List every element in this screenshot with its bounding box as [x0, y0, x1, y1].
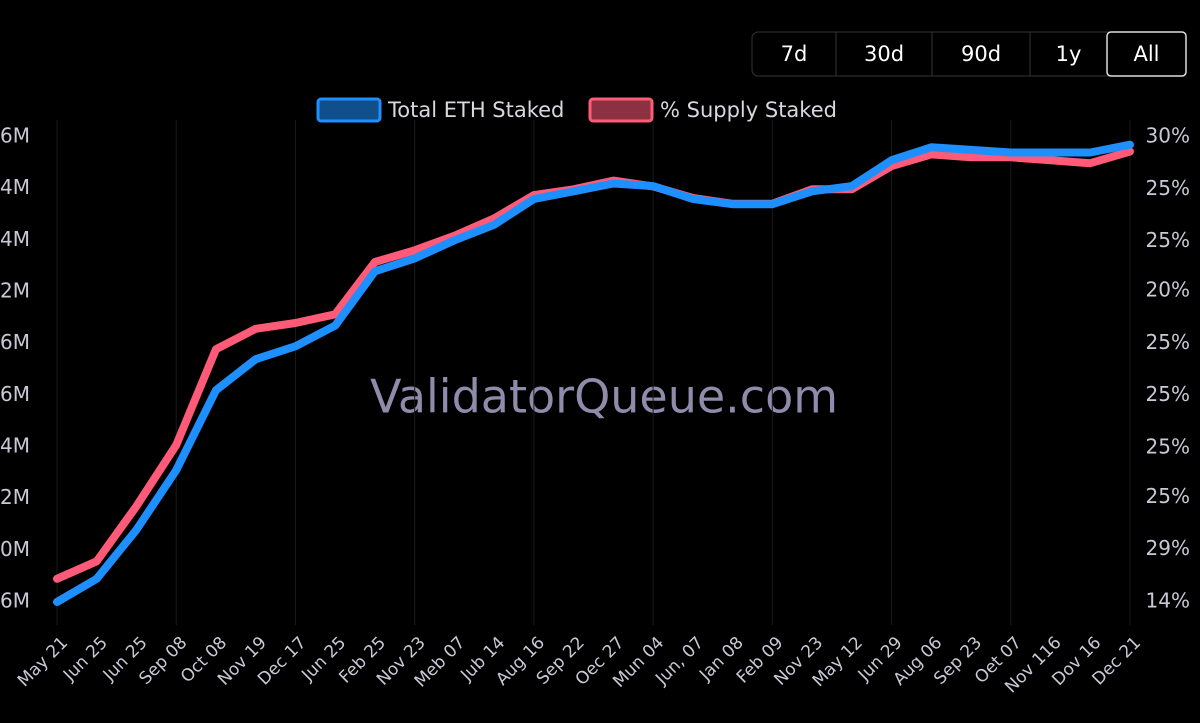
- y2-tick-label: 25%: [1146, 434, 1190, 458]
- range-button-label[interactable]: 1y: [1056, 42, 1082, 66]
- range-button-label[interactable]: 30d: [864, 42, 904, 66]
- legend-swatch: [316, 97, 382, 123]
- y2-tick-label: 29%: [1146, 536, 1190, 560]
- y-tick-label: 4M: [0, 227, 30, 251]
- y2-tick-label: 25%: [1146, 176, 1190, 200]
- y-tick-label: 2M: [0, 485, 30, 509]
- y2-tick-label: 30%: [1146, 124, 1190, 148]
- range-button-label[interactable]: All: [1133, 42, 1159, 66]
- legend-label: % Supply Staked: [660, 98, 837, 122]
- legend-swatch: [588, 97, 654, 123]
- y-tick-label: 6M: [0, 589, 30, 613]
- y-tick-label: 6M: [0, 330, 30, 354]
- series-line: [53, 140, 1134, 606]
- y2-tick-label: 14%: [1146, 589, 1190, 613]
- y2-tick-label: 25%: [1146, 330, 1190, 354]
- y-tick-label: 2M: [0, 279, 30, 303]
- y-tick-label: 6M: [0, 124, 30, 148]
- range-button-label[interactable]: 90d: [961, 42, 1001, 66]
- y-tick-label: 6M: [0, 382, 30, 406]
- range-button[interactable]: [1106, 31, 1187, 77]
- y-tick-label: 4M: [0, 175, 30, 199]
- y2-tick-label: 20%: [1146, 278, 1190, 302]
- watermark: ValidatorQueue.com: [370, 370, 838, 424]
- range-button-label[interactable]: 7d: [781, 42, 808, 66]
- y-tick-label: 4M: [0, 434, 30, 458]
- legend-label: Total ETH Staked: [387, 98, 564, 122]
- y-tick-label: 0M: [0, 537, 30, 561]
- y2-tick-label: 25%: [1146, 228, 1190, 252]
- y2-tick-label: 25%: [1146, 382, 1190, 406]
- y2-tick-label: 25%: [1146, 484, 1190, 508]
